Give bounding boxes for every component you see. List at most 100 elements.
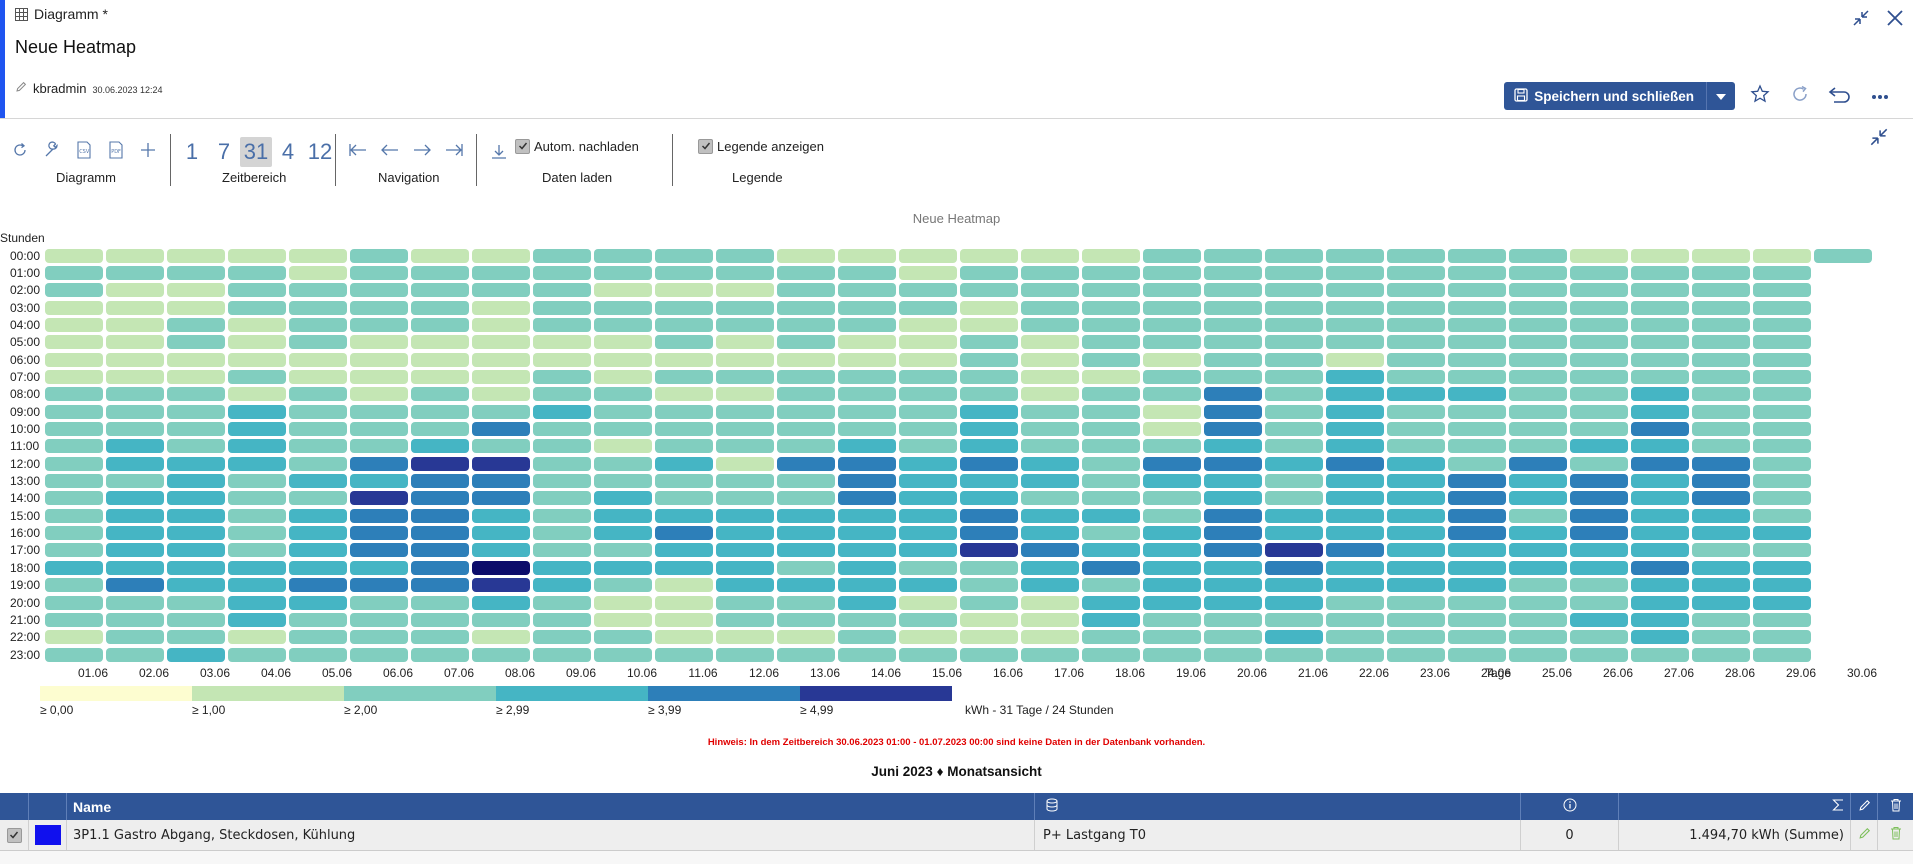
heatmap-cell (1753, 474, 1811, 489)
heatmap-cell (1204, 526, 1262, 541)
heatmap-cell (1143, 456, 1201, 471)
refresh-button[interactable] (1785, 82, 1815, 110)
window-controls (1851, 8, 1905, 28)
table-row[interactable]: 3P1.1 Gastro Abgang, Steckdosen, Kühlung… (0, 820, 1913, 851)
heatmap-cell (1509, 595, 1567, 610)
favorite-button[interactable] (1745, 82, 1775, 110)
row-delete-button[interactable] (1878, 820, 1913, 850)
heatmap-cell (716, 335, 774, 350)
collapse-icon[interactable] (1851, 8, 1871, 28)
undo-button[interactable] (1825, 82, 1855, 110)
heatmap-cell (960, 543, 1018, 558)
heatmap-cell (1753, 300, 1811, 315)
heatmap-cell (899, 369, 957, 384)
header-sum-col[interactable] (1619, 793, 1851, 820)
heatmap-cell (777, 578, 835, 593)
nav-forward-button[interactable] (406, 137, 438, 167)
heatmap-cell (167, 265, 225, 280)
export-csv-button[interactable]: CSV (68, 137, 100, 167)
heatmap-cell (1753, 335, 1811, 350)
heatmap-cell (1143, 387, 1201, 402)
heatmap-cell (533, 404, 591, 419)
header-name[interactable]: Name (67, 793, 1035, 820)
header-info-col[interactable] (1521, 793, 1619, 820)
heatmap-cell (1448, 612, 1506, 627)
add-button[interactable] (132, 137, 164, 167)
heatmap-cell (1814, 248, 1872, 263)
heatmap-cell (106, 369, 164, 384)
range-option-7[interactable]: 7 (217, 139, 231, 164)
header-edit-col[interactable] (1851, 793, 1878, 820)
heatmap-cell (594, 508, 652, 523)
heatmap-cell (1265, 508, 1323, 523)
show-legend-checkbox[interactable]: Legende anzeigen (698, 131, 824, 161)
heatmap-cell (777, 456, 835, 471)
heatmap-cell (716, 578, 774, 593)
reload-chart-button[interactable] (4, 137, 36, 167)
row-value: 1.494,70 kWh (Summe) (1619, 820, 1851, 850)
range-option-12[interactable]: 12 (307, 139, 333, 164)
range-option-1[interactable]: 1 (185, 139, 199, 164)
heatmap-cell (655, 369, 713, 384)
legend-label: ≥ 0,00 (40, 703, 74, 717)
wrench-icon (43, 140, 61, 164)
heatmap-cell (289, 439, 347, 454)
heatmap-cell (716, 560, 774, 575)
heatmap-cell (350, 248, 408, 263)
heatmap-cell (289, 491, 347, 506)
x-tick-label: 09.06 (565, 666, 597, 680)
nav-last-button[interactable] (438, 137, 470, 167)
heatmap-cell (45, 265, 103, 280)
autoload-checkbox[interactable]: Autom. nachladen (515, 131, 639, 161)
export-pdf-button[interactable]: PDF (100, 137, 132, 167)
heatmap-cell (106, 283, 164, 298)
chart-collapse-icon[interactable] (1868, 126, 1890, 153)
heatmap-cell (1570, 352, 1628, 367)
heatmap-cell (777, 317, 835, 332)
heatmap-cell (45, 508, 103, 523)
heatmap-cell (350, 578, 408, 593)
close-icon[interactable] (1885, 8, 1905, 28)
save-and-close-button[interactable]: Speichern und schließen (1504, 82, 1706, 110)
nav-first-button[interactable] (342, 137, 374, 167)
heatmap-cell (1692, 560, 1750, 575)
heatmap-cell (289, 474, 347, 489)
heatmap-cell (1021, 439, 1079, 454)
series-color-swatch[interactable] (34, 825, 61, 845)
range-option-31[interactable]: 31 (240, 137, 272, 167)
heatmap-cell (899, 474, 957, 489)
row-select-checkbox[interactable] (0, 820, 29, 850)
row-edit-button[interactable] (1851, 820, 1878, 850)
more-button[interactable] (1865, 82, 1895, 110)
pencil-icon (15, 80, 27, 98)
load-data-button[interactable] (483, 139, 515, 169)
heatmap-cell (1265, 474, 1323, 489)
y-tick-label: 11:00 (10, 439, 40, 454)
heatmap-cell (1021, 630, 1079, 645)
heatmap-cell (1143, 300, 1201, 315)
header-source-col[interactable] (1035, 793, 1521, 820)
range-option-4[interactable]: 4 (281, 139, 295, 164)
heatmap-cell (1692, 248, 1750, 263)
save-dropdown-button[interactable] (1706, 82, 1735, 110)
heatmap-cell (289, 300, 347, 315)
heatmap-cell (1204, 508, 1262, 523)
heatmap-cell (1265, 647, 1323, 662)
heatmap-cell (1204, 456, 1262, 471)
heatmap-cell (45, 317, 103, 332)
heatmap-cell (1448, 300, 1506, 315)
y-tick-label: 07:00 (10, 369, 41, 384)
nav-back-button[interactable] (374, 137, 406, 167)
heatmap-cell (1326, 526, 1384, 541)
header-delete-col[interactable] (1878, 793, 1913, 820)
heatmap-cell (960, 422, 1018, 436)
heatmap-cell (45, 300, 103, 315)
heatmap-cell (1631, 595, 1689, 610)
heatmap-cell (1204, 283, 1262, 298)
heatmap-cell (1204, 352, 1262, 367)
heatmap-cell (594, 578, 652, 593)
row-color-cell[interactable] (29, 820, 67, 850)
chart-subtitle: Juni 2023 ♦ Monatsansicht (871, 764, 1042, 779)
settings-button[interactable] (36, 137, 68, 167)
heatmap-cell (1570, 474, 1628, 489)
